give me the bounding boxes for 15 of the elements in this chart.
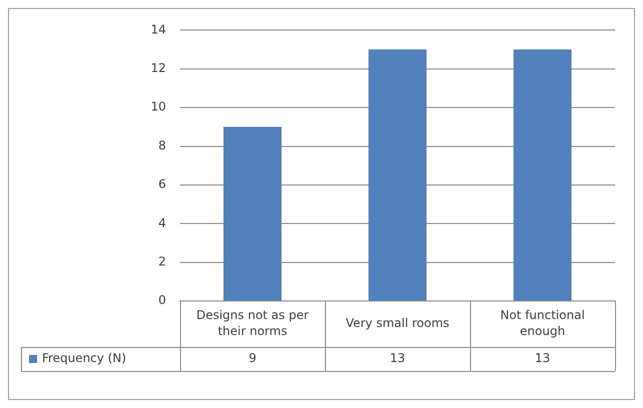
y-tick-label: 10 xyxy=(150,100,166,114)
y-tick-label: 8 xyxy=(158,138,166,152)
data-label: 13 xyxy=(390,351,406,366)
y-tick-label: 14 xyxy=(150,22,166,36)
data-label: 13 xyxy=(534,351,550,366)
y-tick-label: 12 xyxy=(150,61,166,76)
data-label: 9 xyxy=(248,351,256,366)
legend-label: Frequency (N) xyxy=(42,351,126,366)
x-tick-label: Very small rooms xyxy=(346,316,450,330)
y-tick-label: 4 xyxy=(158,216,166,230)
y-tick-label: 2 xyxy=(158,254,166,268)
y-tick-label: 0 xyxy=(158,293,166,308)
x-tick-label: Not functional enough xyxy=(500,308,585,338)
y-tick-label: 6 xyxy=(158,177,166,192)
x-tick-label: Designs not as per their norms xyxy=(196,308,309,338)
